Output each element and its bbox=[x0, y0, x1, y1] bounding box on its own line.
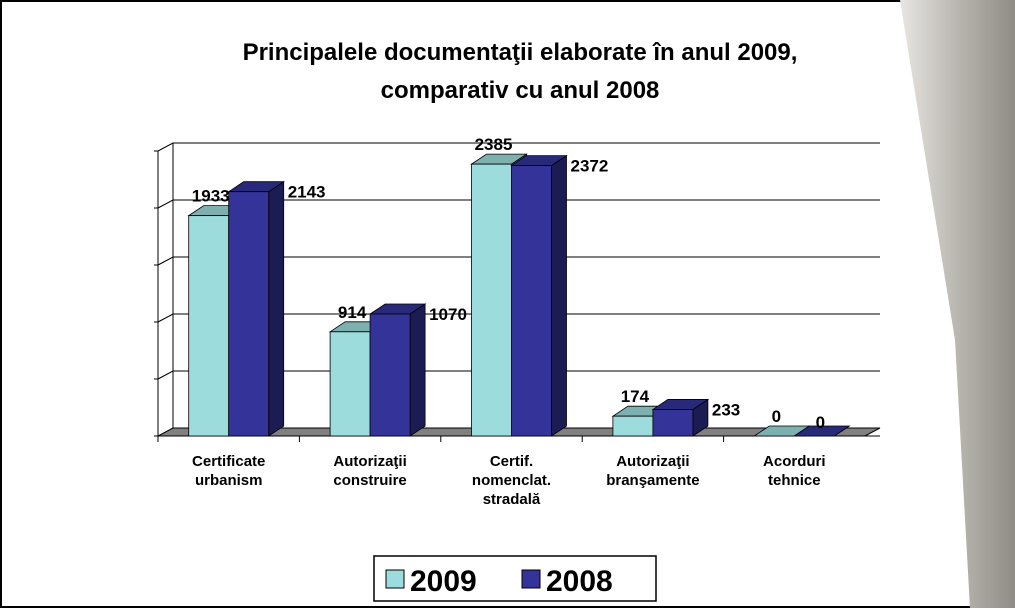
legend-label: 2008 bbox=[546, 565, 613, 598]
data-label: 0 bbox=[772, 407, 781, 426]
bar-side bbox=[269, 182, 284, 436]
legend: 2009 2008 bbox=[374, 556, 656, 601]
data-label: 174 bbox=[621, 387, 650, 406]
data-label: 2143 bbox=[288, 183, 326, 202]
data-label: 233 bbox=[712, 400, 740, 419]
page: {"chart_data": {"type": "bar3d", "title"… bbox=[0, 0, 1015, 608]
chart-subtitle: comparativ cu anul 2008 bbox=[381, 77, 660, 104]
bar bbox=[653, 409, 693, 436]
legend-swatch bbox=[522, 570, 540, 588]
bar bbox=[189, 216, 229, 436]
x-tick-label-line: Certif. bbox=[490, 453, 533, 470]
bar bbox=[472, 164, 512, 436]
data-label: 1933 bbox=[192, 187, 230, 206]
x-tick-label-line: Acorduri bbox=[763, 453, 826, 470]
bar bbox=[613, 416, 653, 436]
data-label: 1070 bbox=[429, 305, 467, 324]
x-tick-label-line: branşamente bbox=[606, 472, 699, 489]
x-tick-label-line: Autorizaţii bbox=[616, 453, 689, 470]
bar bbox=[330, 332, 370, 436]
bar bbox=[512, 166, 552, 436]
chart: Principalele documentaţii elaborate în a… bbox=[0, 0, 1015, 608]
x-tick-label-line: Certificate bbox=[192, 453, 265, 470]
bar bbox=[229, 192, 269, 436]
bar bbox=[370, 314, 410, 436]
x-tick-label-line: tehnice bbox=[768, 472, 821, 489]
x-tick-label-line: Autorizaţii bbox=[333, 453, 406, 470]
data-label: 914 bbox=[338, 303, 367, 322]
data-label: 2385 bbox=[475, 135, 513, 154]
chart-title: Principalele documentaţii elaborate în a… bbox=[243, 39, 798, 66]
bar-side bbox=[410, 304, 425, 436]
legend-swatch bbox=[386, 570, 404, 588]
bar-side bbox=[552, 156, 567, 436]
x-tick-label-line: urbanism bbox=[195, 472, 263, 489]
legend-label: 2009 bbox=[410, 565, 477, 598]
data-label: 2372 bbox=[571, 157, 609, 176]
data-label: 0 bbox=[816, 413, 825, 432]
x-tick-label-line: nomenclat. bbox=[472, 472, 551, 489]
x-tick-label-line: construire bbox=[333, 472, 406, 489]
x-tick-label-line: stradală bbox=[483, 491, 541, 508]
